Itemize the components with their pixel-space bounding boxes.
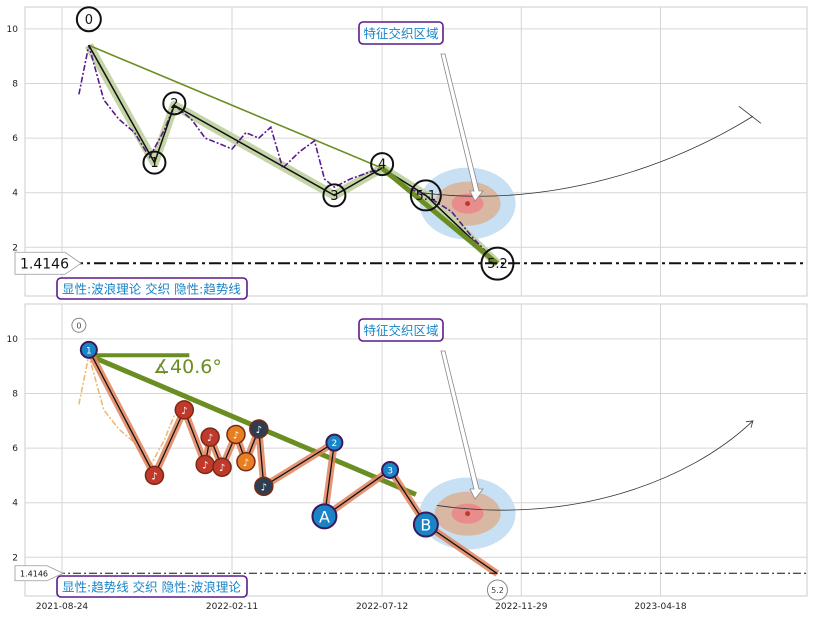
chart-top-frame [24,6,808,297]
chart-top-reference-tag [14,251,82,275]
chart-bottom-y-tick-label: 10 [7,335,19,345]
chart-top-y-tick-label: 6 [12,134,18,144]
chart-bottom-note-glyph: ♪ [256,425,262,436]
chart-bottom-hollow-point [486,579,508,601]
chart-bottom-trend-point-label: B [420,516,431,535]
chart-top-legend-box [56,277,248,300]
chart-bottom-reference-tag [14,565,64,582]
chart-bottom-note-glyph: ♪ [243,458,249,469]
chart-bottom-callout-text: 特征交织区域 [363,323,438,338]
chart-top-wave-marker [142,150,167,175]
chart-bottom-note-glyph: ♪ [151,471,157,482]
chart-top-callout-box [358,21,444,45]
chart-top-wave-marker [322,183,347,208]
chart-bottom-y-tick-label: 6 [12,444,18,454]
chart-bottom-trend-point [412,511,439,538]
chart-bottom-note-marker [226,424,246,445]
chart-top-wave-label: 5.1 [416,189,437,204]
chart-top-y-tick-label: 4 [12,189,18,199]
chart-bottom-trend-point-label: A [319,507,330,526]
chart-top-projection-cap [738,105,762,124]
chart-top-wave-marker [370,152,395,177]
chart-bottom-note-glyph: ♪ [202,460,208,471]
chart-bottom-projection-arrowhead [745,420,754,428]
chart-bottom-note-marker [212,457,232,477]
chart-bottom-x-tick-label: 2022-02-11 [206,602,258,612]
chart-bottom-angle-label: ∡40.6° [153,356,222,378]
chart-bottom-note-glyph: ♪ [261,482,267,493]
chart-bottom-trend-point [325,433,344,452]
chart-bottom-note-marker [254,476,274,497]
chart-top-y-tick-label: 10 [7,25,19,35]
chart-bottom-note-marker [200,427,220,447]
chart-bottom-frame [24,303,808,597]
chart-bottom-trend-point [311,503,338,530]
chart-bottom-note-marker [236,452,256,472]
chart-bottom-trend-point-label: 1 [86,346,92,356]
chart-bottom-x-tick-label: 2023-04-18 [634,602,687,612]
chart-top-legend-text: 显性:波浪理论 交织 隐性:趋势线 [62,282,241,297]
chart-top-final-leg [380,166,500,266]
chart-bottom-note-marker [174,400,195,420]
chart-top-callout-arrow [440,53,484,202]
chart-bottom-note-marker [249,419,269,439]
chart-top-wave-line [88,44,498,265]
chart-bottom-note-glyph: ♪ [181,406,187,417]
chart-bottom-trend-point-label: 2 [332,439,338,449]
chart-top-callout-text: 特征交织区域 [363,26,438,41]
chart-bottom-trend-point [79,340,98,359]
chart-top-wave-label: 3 [330,189,338,204]
chart-bottom-x-tick-label: 2022-07-12 [356,602,408,612]
chart-bottom-hollow-point-label: 0 [76,321,81,330]
chart-top-wave-marker [409,179,442,212]
chart-top-wave-label: 4 [378,158,386,173]
chart-bottom-note-glyph: ♪ [219,463,225,474]
chart-top-reference-label: 1.4146 [20,256,69,272]
chart-bottom-legend-text: 显性:趋势线 交织 隐性:波浪理论 [62,580,241,595]
chart-bottom-note-marker [144,465,165,486]
chart-top-wave-marker [162,91,187,116]
chart-bottom-price-line [78,355,175,469]
chart-bottom-projection-curve [436,420,754,511]
chart-bottom-trend-point-label: 3 [387,466,393,476]
chart-bottom-note-glyph: ♪ [207,433,213,444]
chart-bottom-hollow-point-label: 5.2 [491,586,504,595]
chart-top-y-tick-label: 2 [12,243,18,253]
chart-bottom-focus-point [465,511,471,517]
chart-top-wave-label: 1 [150,156,158,171]
chart-bottom-legend-box [56,575,248,598]
chart-bottom-y-tick-label: 4 [12,499,18,509]
chart-bottom-x-tick-label: 2022-11-29 [495,602,548,612]
chart-bottom-x-tick-label: 2021-08-24 [36,602,89,612]
chart-top-wave-label: 0 [85,13,93,28]
chart-bottom-callout-arrow [440,350,484,500]
chart-top-wave-label: 2 [170,97,178,112]
chart-top-wave-label: 5.2 [487,257,508,272]
chart-top-focus-point [465,201,471,207]
chart-bottom-y-tick-label: 2 [12,553,18,563]
chart-top-wave-marker [75,6,102,33]
chart-top-y-tick-label: 8 [12,80,18,90]
chart-bottom-reference-label: 1.4146 [20,569,48,578]
chart-bottom-hollow-point [71,317,87,333]
chart-bottom-callout-box [358,318,444,342]
chart-bottom-note-glyph: ♪ [233,430,239,441]
chart-bottom-y-tick-label: 8 [12,390,18,400]
chart-bottom-trend-point [381,460,400,479]
